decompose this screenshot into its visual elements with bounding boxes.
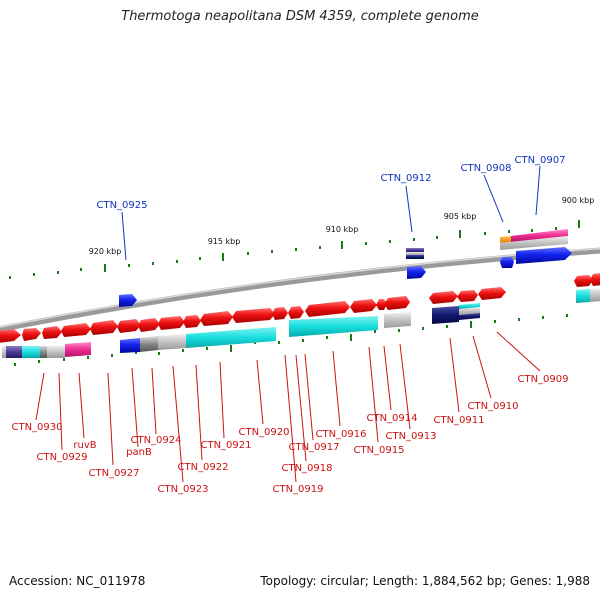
- gene-label-ruvb[interactable]: ruvB: [73, 440, 96, 451]
- gene-label-ctn0915[interactable]: CTN_0915: [353, 445, 404, 456]
- gene-label-ctn0914[interactable]: CTN_0914: [366, 413, 417, 424]
- gene-label-ctn0911[interactable]: CTN_0911: [433, 415, 484, 426]
- topology-text: Topology: circular; Length: 1,884,562 bp…: [260, 574, 590, 588]
- inner-tick-ring: [14, 314, 568, 366]
- gene-label-ctn0910[interactable]: CTN_0910: [467, 401, 518, 412]
- gene-label-ctn0919[interactable]: CTN_0919: [272, 484, 323, 495]
- lower-label-lines: [35, 331, 541, 483]
- gene-label-ctn0921[interactable]: CTN_0921: [200, 440, 251, 451]
- reverse-cog-blocks: [406, 229, 568, 259]
- gene-label-ctn0918[interactable]: CTN_0918: [281, 463, 332, 474]
- gene-label-ctn0909[interactable]: CTN_0909: [517, 374, 568, 385]
- gene-label-ctn0927[interactable]: CTN_0927: [88, 468, 139, 479]
- scale-ring: 920 kbp 915 kbp 910 kbp 905 kbp 900 kbp: [9, 196, 594, 279]
- gene-label-ctn0917[interactable]: CTN_0917: [288, 442, 339, 453]
- gene-label-ctn0916[interactable]: CTN_0916: [315, 429, 366, 440]
- gene-label-ctn0913[interactable]: CTN_0913: [385, 431, 436, 442]
- map-title: Thermotoga neapolitana DSM 4359, complet…: [121, 9, 479, 24]
- gene-ctn0907[interactable]: [516, 247, 572, 264]
- scale-label-905: 905 kbp: [444, 212, 477, 221]
- scale-label-915: 915 kbp: [208, 237, 241, 246]
- gene-label-ctn0912[interactable]: CTN_0912: [380, 173, 431, 184]
- forward-cog-blocks: [2, 288, 600, 358]
- reverse-genes: [119, 247, 572, 307]
- gene-ctn0908[interactable]: [500, 257, 514, 268]
- gene-ctn0912[interactable]: [407, 266, 426, 279]
- forward-genes: [0, 273, 600, 343]
- gene-label-ctn0929[interactable]: CTN_0929: [36, 452, 87, 463]
- upper-label-lines: [121, 165, 541, 261]
- accession-text: Accession: NC_011978: [9, 574, 146, 588]
- scale-label-920: 920 kbp: [89, 247, 122, 256]
- gene-label-ctn0920[interactable]: CTN_0920: [238, 427, 289, 438]
- gene-label-ctn0925[interactable]: CTN_0925: [96, 200, 147, 211]
- gene-label-ctn0907[interactable]: CTN_0907: [514, 155, 565, 166]
- gene-label-ctn0922[interactable]: CTN_0922: [177, 462, 228, 473]
- gene-label-ctn0930[interactable]: CTN_0930: [11, 422, 62, 433]
- gene-label-ctn0924[interactable]: CTN_0924: [130, 435, 181, 446]
- scale-label-910: 910 kbp: [326, 225, 359, 234]
- gene-ctn0925[interactable]: [119, 294, 137, 307]
- gene-label-panb[interactable]: panB: [126, 447, 152, 458]
- gene-label-ctn0908[interactable]: CTN_0908: [460, 163, 511, 174]
- gene-label-ctn0923[interactable]: CTN_0923: [157, 484, 208, 495]
- scale-label-900: 900 kbp: [562, 196, 595, 205]
